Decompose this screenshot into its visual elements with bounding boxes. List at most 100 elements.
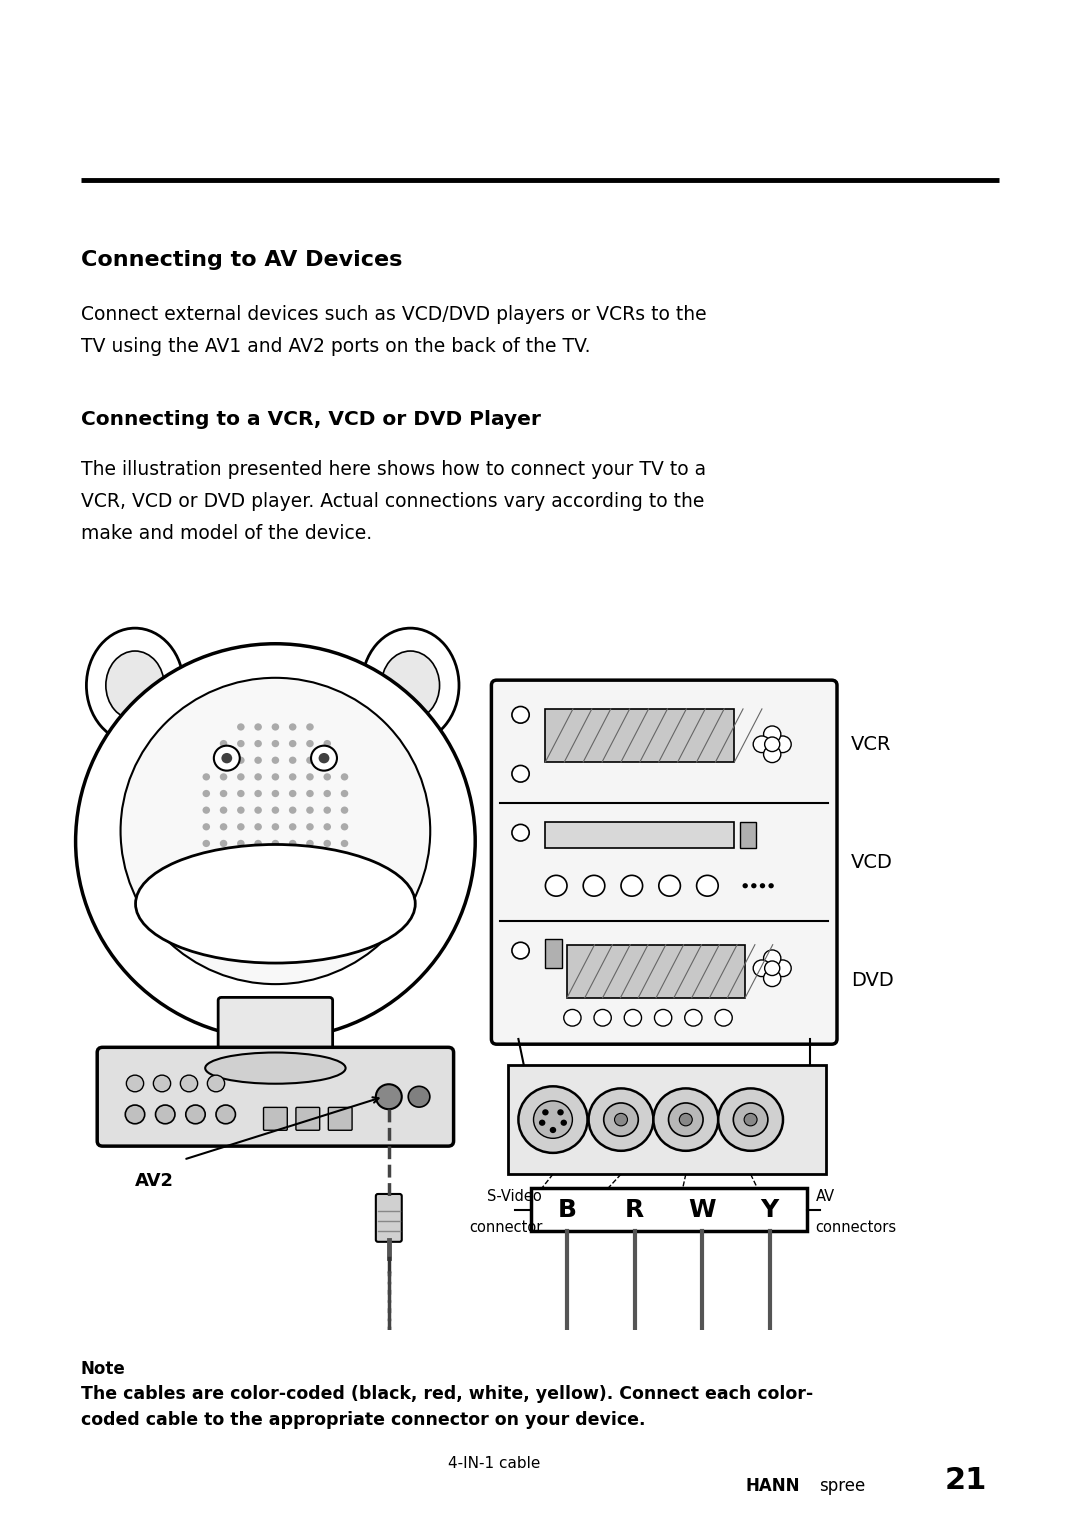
Circle shape <box>220 774 228 780</box>
FancyBboxPatch shape <box>554 1332 580 1379</box>
FancyBboxPatch shape <box>567 945 745 998</box>
FancyBboxPatch shape <box>491 680 837 1044</box>
Text: Connecting to a VCR, VCD or DVD Player: Connecting to a VCR, VCD or DVD Player <box>81 410 541 430</box>
Text: B: B <box>557 1197 577 1222</box>
Circle shape <box>305 876 315 887</box>
Circle shape <box>764 950 781 966</box>
Circle shape <box>254 856 261 864</box>
Circle shape <box>186 1105 205 1124</box>
Circle shape <box>324 790 330 797</box>
Circle shape <box>254 890 261 898</box>
Circle shape <box>764 746 781 763</box>
Circle shape <box>254 790 261 797</box>
Circle shape <box>216 1105 235 1124</box>
Circle shape <box>534 1101 572 1138</box>
Text: Y: Y <box>760 1197 779 1222</box>
Text: connector: connector <box>469 1220 542 1235</box>
Circle shape <box>248 876 259 887</box>
Circle shape <box>319 752 329 763</box>
Circle shape <box>561 1119 567 1125</box>
FancyBboxPatch shape <box>218 997 333 1050</box>
Text: VCD: VCD <box>851 853 893 872</box>
Circle shape <box>272 890 279 898</box>
Circle shape <box>307 839 314 847</box>
Circle shape <box>202 790 210 797</box>
Circle shape <box>324 774 330 780</box>
Circle shape <box>324 757 330 764</box>
Text: 21: 21 <box>945 1466 987 1495</box>
Circle shape <box>659 875 680 896</box>
Circle shape <box>324 740 330 748</box>
Circle shape <box>733 1102 768 1136</box>
Circle shape <box>289 774 296 780</box>
FancyBboxPatch shape <box>545 939 562 968</box>
FancyBboxPatch shape <box>328 1107 352 1130</box>
Circle shape <box>341 806 348 813</box>
Circle shape <box>237 806 244 813</box>
Text: Connecting to AV Devices: Connecting to AV Devices <box>81 251 403 271</box>
Circle shape <box>341 790 348 797</box>
Circle shape <box>220 757 228 764</box>
Circle shape <box>289 856 296 864</box>
Circle shape <box>126 1075 144 1092</box>
Circle shape <box>254 757 261 764</box>
Circle shape <box>202 839 210 847</box>
Text: Note: Note <box>81 1359 125 1378</box>
Ellipse shape <box>106 651 164 720</box>
Circle shape <box>376 1084 402 1109</box>
Circle shape <box>207 1075 225 1092</box>
Circle shape <box>220 839 228 847</box>
Circle shape <box>289 839 296 847</box>
Circle shape <box>180 1075 198 1092</box>
Circle shape <box>307 723 314 731</box>
Circle shape <box>125 1105 145 1124</box>
Circle shape <box>615 1113 627 1125</box>
Circle shape <box>518 1086 588 1153</box>
Text: The illustration presented here shows how to connect your TV to a: The illustration presented here shows ho… <box>81 460 706 479</box>
Ellipse shape <box>205 1052 346 1084</box>
Text: coded cable to the appropriate connector on your device.: coded cable to the appropriate connector… <box>81 1411 646 1430</box>
Circle shape <box>307 890 314 898</box>
Circle shape <box>289 723 296 731</box>
Circle shape <box>272 774 279 780</box>
FancyBboxPatch shape <box>545 1408 792 1437</box>
Circle shape <box>272 740 279 748</box>
Text: S-Video: S-Video <box>487 1190 542 1205</box>
Text: The cables are color-coded (black, red, white, yellow). Connect each color-: The cables are color-coded (black, red, … <box>81 1385 813 1404</box>
Circle shape <box>276 876 287 887</box>
Circle shape <box>715 1009 732 1026</box>
Circle shape <box>542 1109 549 1116</box>
Text: VCR: VCR <box>851 735 891 754</box>
FancyBboxPatch shape <box>508 1066 826 1174</box>
Circle shape <box>624 1009 642 1026</box>
Circle shape <box>324 823 330 830</box>
Ellipse shape <box>86 628 184 743</box>
Circle shape <box>307 823 314 830</box>
Text: W: W <box>688 1197 716 1222</box>
Circle shape <box>254 839 261 847</box>
Circle shape <box>272 856 279 864</box>
Text: Connect external devices such as VCD/DVD players or VCRs to the: Connect external devices such as VCD/DVD… <box>81 304 706 324</box>
Circle shape <box>564 1009 581 1026</box>
Circle shape <box>324 856 330 864</box>
Circle shape <box>764 726 781 743</box>
FancyBboxPatch shape <box>545 709 734 761</box>
Circle shape <box>697 875 718 896</box>
Text: R: R <box>625 1197 645 1222</box>
Circle shape <box>341 839 348 847</box>
Circle shape <box>307 806 314 813</box>
Circle shape <box>289 890 296 898</box>
Circle shape <box>744 1113 757 1125</box>
Circle shape <box>220 890 228 898</box>
Circle shape <box>764 969 781 986</box>
Circle shape <box>324 890 330 898</box>
FancyBboxPatch shape <box>740 823 756 849</box>
Circle shape <box>654 1009 672 1026</box>
Circle shape <box>759 884 765 888</box>
Circle shape <box>214 746 240 771</box>
Circle shape <box>237 790 244 797</box>
Circle shape <box>768 884 773 888</box>
Circle shape <box>594 1009 611 1026</box>
Text: make and model of the device.: make and model of the device. <box>81 524 373 543</box>
Circle shape <box>237 873 244 881</box>
